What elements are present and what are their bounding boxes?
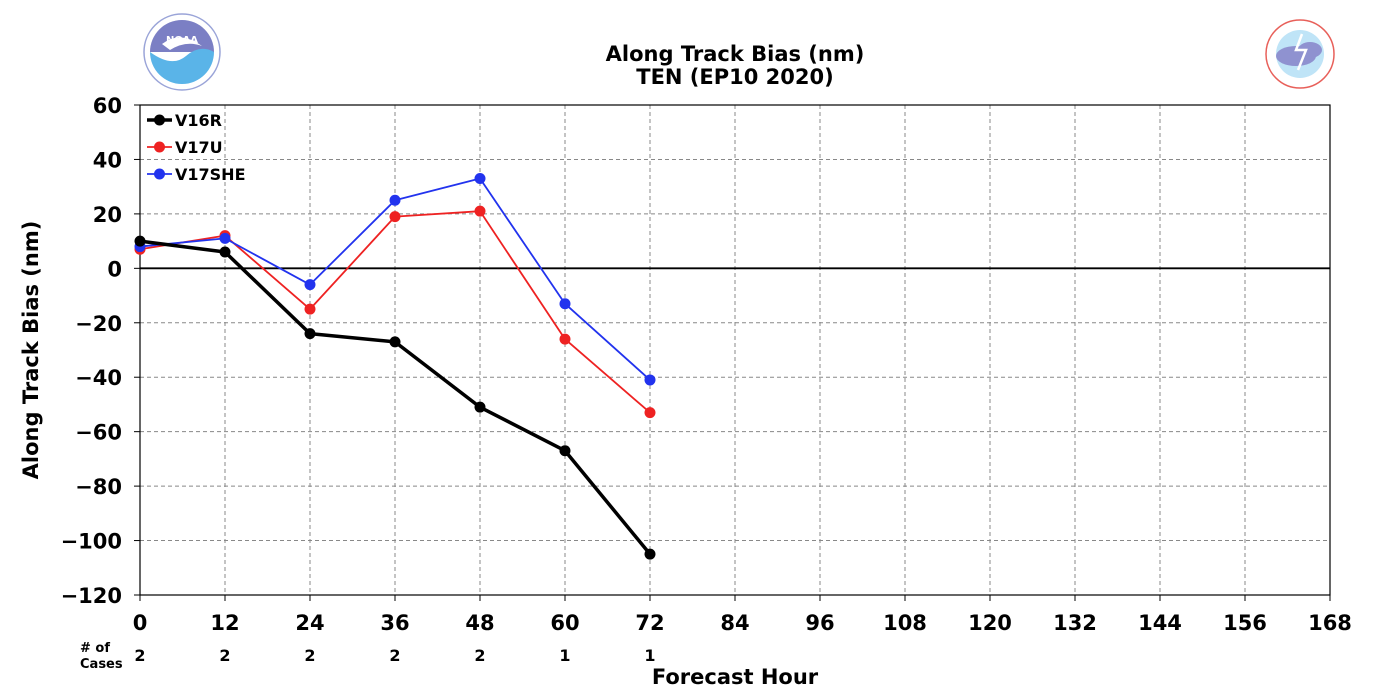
y-tick-label: 20: [93, 203, 122, 227]
legend-label: V17U: [175, 138, 223, 157]
x-tick-label: 96: [805, 611, 834, 635]
x-tick-label: 132: [1053, 611, 1097, 635]
data-point-v16r: [389, 336, 401, 348]
x-tick-label: 60: [550, 611, 579, 635]
y-tick-label: −80: [75, 475, 122, 499]
x-tick-label: 168: [1308, 611, 1352, 635]
cases-row: 2 2 2 2 2 1 1: [134, 646, 655, 665]
x-tick-label: 0: [133, 611, 148, 635]
y-tick-label: −40: [75, 366, 122, 390]
data-point-v16r: [474, 401, 486, 413]
case-count: 1: [559, 646, 570, 665]
x-tick-label: 36: [380, 611, 409, 635]
cases-label-line2: Cases: [80, 657, 123, 672]
data-point-v17she: [304, 279, 316, 291]
legend-swatch-marker: [154, 141, 165, 153]
x-tick-label: 12: [210, 611, 239, 635]
data-point-v17u: [559, 333, 571, 345]
data-point-v17she: [559, 298, 571, 310]
legend-swatch-marker: [154, 114, 165, 126]
data-point-v17she: [474, 173, 486, 184]
case-count: 2: [389, 646, 400, 665]
series-group: [134, 173, 656, 560]
y-tick-label: −100: [61, 530, 122, 554]
data-point-v17u: [474, 205, 486, 217]
data-point-v17she: [219, 232, 231, 244]
x-axis-label: Forecast Hour: [652, 665, 819, 689]
grid: [140, 105, 1330, 595]
y-tick-label: 60: [93, 94, 122, 118]
y-tick-label: −20: [75, 312, 122, 336]
data-point-v16r: [304, 328, 316, 340]
data-point-v16r: [559, 445, 571, 457]
case-count: 2: [134, 646, 145, 665]
data-point-v17u: [389, 211, 401, 223]
legend: V16R V17U V17SHE: [147, 111, 246, 184]
y-tick-label: 40: [93, 148, 122, 172]
data-point-v17she: [644, 374, 656, 386]
legend-swatch-marker: [154, 168, 165, 180]
x-ticks: 0 12 24 36 48 60 72 84 96 108 120 132 144 156 168: [133, 595, 1352, 635]
legend-label: V17SHE: [175, 165, 246, 184]
data-point-v17she: [389, 194, 401, 206]
y-axis-label: Along Track Bias (nm): [19, 221, 43, 480]
nws-logo: [1265, 19, 1335, 89]
y-tick-label: −60: [75, 421, 122, 445]
data-point-v16r: [134, 235, 146, 247]
x-tick-label: 144: [1138, 611, 1182, 635]
x-tick-label: 72: [635, 611, 664, 635]
noaa-logo: NOAA: [143, 13, 221, 91]
noaa-logo-gull: [162, 37, 202, 50]
x-tick-label: 48: [465, 611, 494, 635]
x-tick-label: 108: [883, 611, 927, 635]
data-point-v17u: [304, 303, 316, 315]
case-count: 1: [644, 646, 655, 665]
y-ticks: 60 40 20 0 −20 −40 −60 −80 −100 −120: [61, 94, 140, 608]
legend-label: V16R: [175, 111, 222, 130]
y-tick-label: 0: [107, 257, 122, 281]
case-count: 2: [474, 646, 485, 665]
data-point-v16r: [219, 246, 231, 258]
chart-title: Along Track Bias (nm): [606, 42, 865, 66]
x-tick-label: 156: [1223, 611, 1267, 635]
chart-subtitle: TEN (EP10 2020): [636, 65, 833, 89]
x-tick-label: 24: [295, 611, 324, 635]
y-tick-label: −120: [61, 584, 122, 608]
nws-logo-lightning: [1294, 33, 1308, 71]
case-count: 2: [219, 646, 230, 665]
x-tick-label: 84: [720, 611, 749, 635]
data-point-v16r: [644, 548, 656, 560]
x-tick-label: 120: [968, 611, 1012, 635]
cases-label-line1: # of: [80, 641, 110, 656]
data-point-v17u: [644, 407, 656, 419]
noaa-logo-bottom: [150, 48, 214, 84]
case-count: 2: [304, 646, 315, 665]
noaa-logo-text: NOAA: [166, 35, 198, 46]
